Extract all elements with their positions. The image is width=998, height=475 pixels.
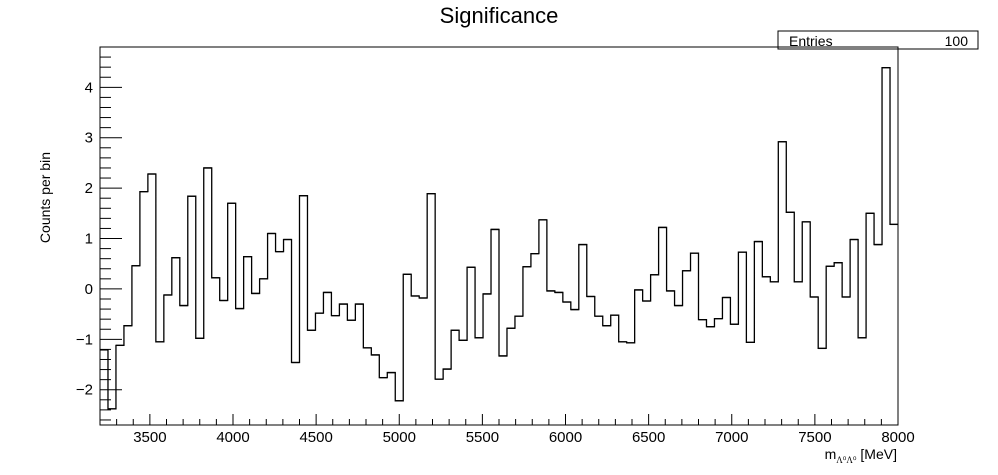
y-tick-label: 2 (85, 180, 93, 197)
x-tick-label: 7500 (798, 429, 831, 446)
y-tick-label: 0 (85, 281, 93, 298)
histogram-bins (100, 67, 898, 410)
stats-entries-value: 100 (945, 33, 969, 49)
histogram-line (100, 67, 898, 410)
x-tick-label: 6000 (549, 429, 582, 446)
x-axis-title-sub: Λ⁰Λ⁰ (836, 455, 857, 465)
x-tick-label: 5000 (383, 429, 416, 446)
stats-box-frame (777, 30, 979, 50)
y-tick-label: 3 (85, 130, 93, 147)
x-tick-label: 8000 (881, 429, 914, 446)
x-axis-title-main: m (825, 446, 837, 462)
y-axis-title: Counts per bin (37, 152, 53, 243)
y-tick-label: 1 (85, 231, 93, 248)
x-tick-label: 5500 (466, 429, 499, 446)
chart-title: Significance (440, 3, 559, 28)
x-tick-label: 4000 (216, 429, 249, 446)
y-tick-label: −2 (76, 382, 93, 399)
x-tick-label: 3500 (133, 429, 166, 446)
y-tick-label: −1 (76, 331, 93, 348)
x-tick-label: 4500 (299, 429, 332, 446)
stats-box: Entries 100 (777, 30, 979, 50)
y-tick-label: 4 (85, 79, 93, 96)
x-axis: 3500 4000 4500 5000 5500 6000 6500 7000 7500 8000 (99, 414, 915, 446)
x-axis-title-unit: [MeV] (857, 446, 897, 462)
stats-entries-label: Entries (789, 33, 833, 49)
x-tick-label: 7000 (715, 429, 748, 446)
y-axis: −2 −1 0 1 2 3 4 (76, 46, 122, 421)
x-tick-label: 6500 (632, 429, 665, 446)
x-axis-title: mΛ⁰Λ⁰ [MeV] (825, 446, 897, 465)
